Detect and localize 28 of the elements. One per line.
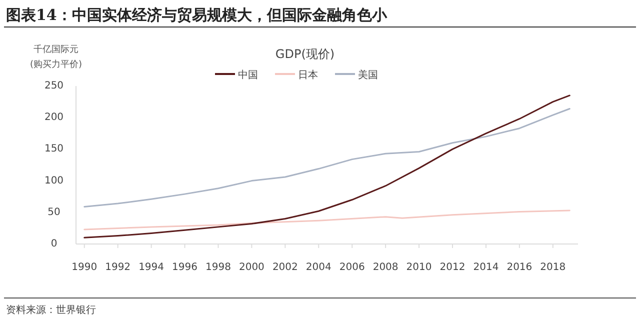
y-tick-label: 50 [48,206,60,218]
x-tick-label: 1992 [105,262,131,273]
x-tick-label: 2000 [238,262,264,273]
y-tick-label: 200 [44,112,64,124]
x-tick-label: 2012 [440,262,466,273]
chart-subtitle: GDP(现价) [275,47,335,61]
x-tick-label: 2016 [506,262,532,273]
x-tick-label: 1998 [206,262,231,273]
x-tick-label: 2004 [306,262,332,273]
x-tick-label: 2018 [540,262,566,273]
legend-label: 中国 [238,69,258,81]
legend-label: 美国 [358,69,378,81]
x-tick-label: 2008 [372,262,398,273]
x-tick-label: 1994 [138,262,164,273]
x-tick-label: 2006 [339,262,365,273]
y-axis-title: 千亿国际元 (购买力平价) [30,44,82,70]
x-tick-label: 1996 [172,262,198,273]
y-tick-label: 250 [44,80,64,92]
x-tick-label: 1990 [72,262,98,273]
text: 资料来源：世界银行 [6,304,96,316]
y-tick-label: 150 [44,144,64,155]
chart-title: 图表14：中国实体经济与贸易规模大，但国际金融角色小 [6,6,388,24]
x-tick-label: 2010 [406,262,432,273]
y-tick-label: 0 [50,238,58,250]
y-tick-label: 100 [44,175,64,186]
x-tick-label: 2002 [272,262,298,273]
legend-label: 日本 [298,69,318,81]
x-tick-label: 2014 [473,262,499,273]
